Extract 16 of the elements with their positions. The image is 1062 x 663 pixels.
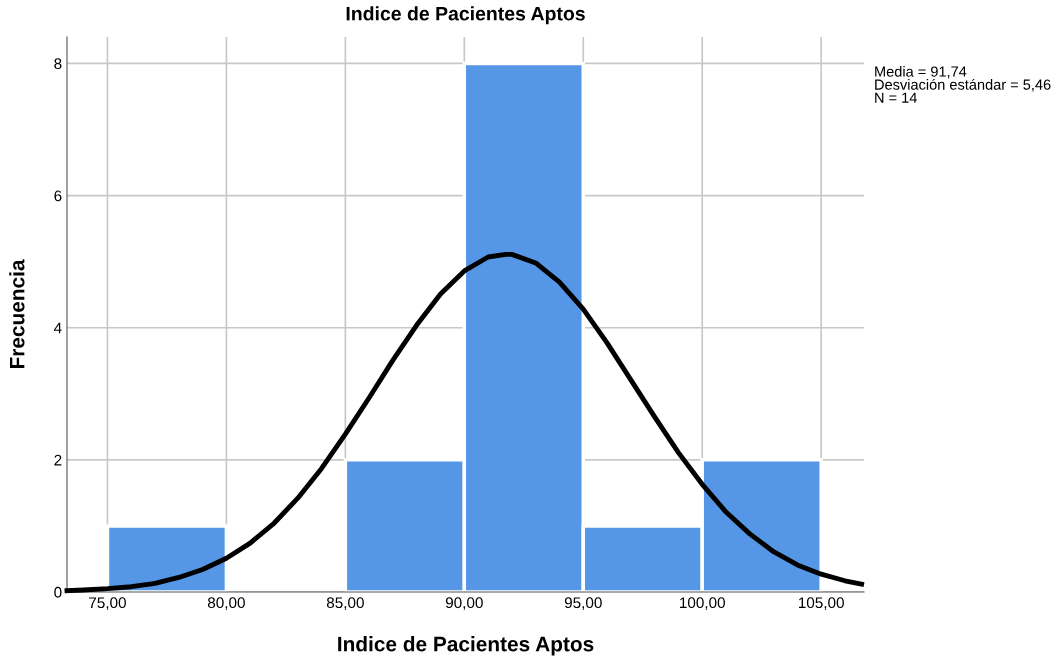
- y-tick-label: 6: [54, 190, 62, 202]
- y-axis-title: Frecuencia: [9, 259, 25, 369]
- x-tick-label: 105,00: [798, 597, 844, 610]
- x-tick-label: 95,00: [564, 597, 602, 610]
- y-tick-label: 0: [54, 586, 62, 598]
- y-tick-label: 8: [54, 58, 62, 70]
- y-tick-label: 4: [53, 322, 62, 334]
- x-axis-title: Indice de Pacientes Aptos: [338, 636, 594, 656]
- x-tick-label: 90,00: [445, 597, 483, 610]
- x-tick-label: 85,00: [326, 597, 364, 610]
- y-tick-label: 2: [54, 454, 62, 466]
- x-tick-label: 80,00: [207, 597, 245, 610]
- text: Media = 91,74 Desviación estándar = 5,46 N = 14: [875, 66, 1051, 103]
- x-tick-label: 75,00: [89, 597, 126, 610]
- x-tick-label: 100,00: [680, 597, 725, 610]
- chart-title: Indice de Pacientes Aptos: [346, 6, 585, 25]
